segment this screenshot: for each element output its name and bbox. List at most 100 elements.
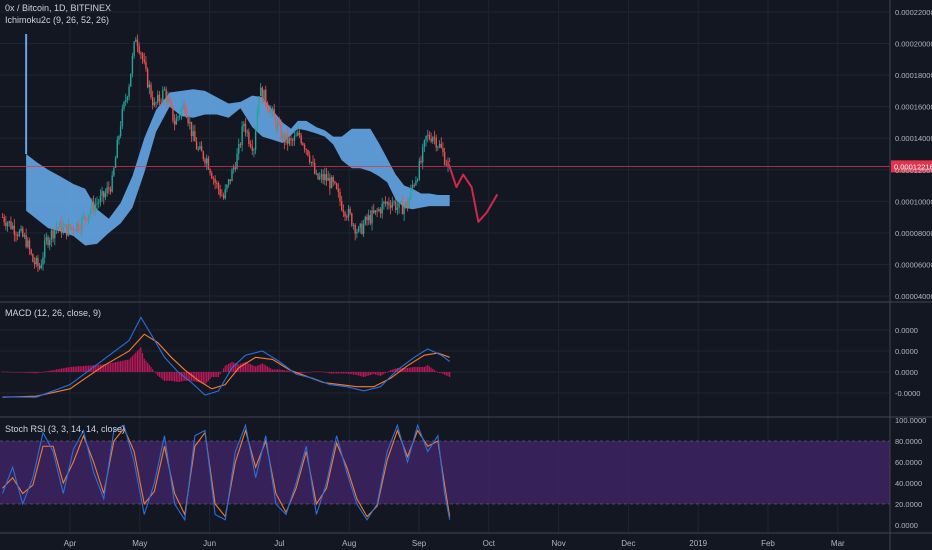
macd-histogram-bar xyxy=(170,372,172,381)
candle-body xyxy=(307,149,309,156)
candle-body xyxy=(153,102,156,106)
macd-histogram-bar xyxy=(376,372,378,376)
macd-histogram-bar xyxy=(280,369,282,372)
macd-histogram-bar xyxy=(190,372,193,381)
candle-body xyxy=(211,173,213,179)
candle-body xyxy=(148,84,151,88)
macd-histogram-bar xyxy=(273,369,275,372)
x-tick-label: Jul xyxy=(274,539,284,548)
candle-body xyxy=(18,230,21,236)
macd-histogram-bar xyxy=(114,362,117,372)
candle-body xyxy=(184,104,186,111)
macd-histogram-bar xyxy=(211,372,213,378)
x-tick-label: Apr xyxy=(64,539,77,548)
stoch-y-tick: 40.0000 xyxy=(895,479,922,488)
candle-body xyxy=(346,216,348,218)
macd-histogram-bar xyxy=(271,369,274,372)
macd-histogram-bar xyxy=(130,357,132,372)
candle-body xyxy=(383,201,385,204)
candle-body xyxy=(238,144,240,154)
macd-histogram-bar xyxy=(309,372,311,373)
macd-histogram-bar xyxy=(199,372,201,383)
candle-body xyxy=(189,121,191,124)
candle-body xyxy=(84,215,86,219)
macd-legend: MACD (12, 26, close, 9) xyxy=(5,308,102,318)
candle-body xyxy=(356,231,358,234)
x-tick-label: Sep xyxy=(412,539,427,548)
candle-body xyxy=(81,217,83,231)
candle-body xyxy=(251,146,253,151)
macd-histogram-bar xyxy=(336,372,338,374)
macd-histogram-bar xyxy=(195,372,198,382)
candle-body xyxy=(59,222,61,228)
macd-histogram-bar xyxy=(435,371,437,372)
macd-histogram-bar xyxy=(374,372,377,375)
candle-body xyxy=(259,87,262,97)
macd-histogram-bar xyxy=(224,365,226,372)
macd-histogram-bar xyxy=(411,367,414,372)
candle-body xyxy=(49,240,51,246)
candle-body xyxy=(135,39,137,42)
macd-histogram-bar xyxy=(165,372,167,381)
macd-histogram-bar xyxy=(275,369,277,372)
macd-histogram-bar xyxy=(72,366,74,372)
candle-body xyxy=(285,133,287,143)
candle-body xyxy=(236,153,238,169)
candle-body xyxy=(205,158,208,164)
candle-body xyxy=(263,89,265,102)
macd-histogram-bar xyxy=(126,359,128,372)
macd-histogram-bar xyxy=(357,372,360,376)
candle-body xyxy=(400,201,402,204)
macd-histogram-bar xyxy=(315,371,317,373)
macd-histogram-bar xyxy=(184,372,186,381)
macd-histogram-bar xyxy=(45,371,47,372)
macd-histogram-bar xyxy=(442,372,444,374)
candle-body xyxy=(376,210,378,212)
candle-body xyxy=(141,53,144,60)
macd-histogram-bar xyxy=(221,371,223,372)
candle-body xyxy=(308,155,311,163)
macd-histogram-bar xyxy=(351,372,353,375)
macd-histogram-bar xyxy=(67,367,69,372)
macd-histogram-bar xyxy=(214,372,216,378)
candle-body xyxy=(232,167,235,170)
candle-body xyxy=(292,140,294,141)
candle-body xyxy=(273,108,275,117)
candle-body xyxy=(437,146,439,148)
macd-histogram-bar xyxy=(222,368,225,372)
macd-histogram-bar xyxy=(390,369,392,372)
macd-histogram-bar xyxy=(371,372,373,375)
candle-body xyxy=(151,97,154,106)
candle-body xyxy=(204,159,206,164)
macd-histogram-bar xyxy=(96,364,98,372)
macd-histogram-bar xyxy=(428,366,431,372)
macd-histogram-bar xyxy=(324,372,326,373)
macd-histogram-bar xyxy=(332,372,334,374)
macd-histogram-bar xyxy=(206,372,208,383)
macd-histogram-bar xyxy=(66,367,68,372)
candle-body xyxy=(265,89,267,103)
candle-body xyxy=(207,158,210,170)
macd-histogram-bar xyxy=(430,367,432,372)
candle-body xyxy=(57,227,59,228)
candle-body xyxy=(157,94,159,103)
macd-histogram-bar xyxy=(197,372,199,383)
macd-histogram-bar xyxy=(410,367,412,372)
macd-histogram-bar xyxy=(381,372,383,376)
macd-histogram-bar xyxy=(163,372,166,381)
candle-body xyxy=(11,225,14,229)
macd-histogram-bar xyxy=(93,365,95,372)
macd-histogram-bar xyxy=(174,372,176,382)
candle-body xyxy=(420,160,422,163)
candle-body xyxy=(443,152,446,165)
candle-body xyxy=(108,187,110,189)
macd-histogram-bar xyxy=(246,362,248,372)
macd-y-tick: 0.0000 xyxy=(895,368,918,377)
macd-histogram-bar xyxy=(395,368,397,372)
macd-histogram-bar xyxy=(30,372,32,373)
macd-histogram-bar xyxy=(18,372,20,373)
stoch-y-tick: 100.0000 xyxy=(895,416,926,425)
macd-histogram-bar xyxy=(228,363,230,372)
candle-body xyxy=(173,120,176,125)
macd-histogram-bar xyxy=(233,362,235,372)
